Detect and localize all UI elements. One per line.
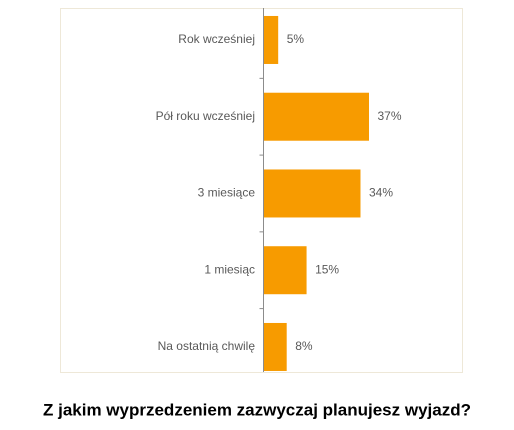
category-label: Pół roku wcześniej	[156, 109, 255, 123]
value-label: 8%	[295, 339, 313, 353]
value-label: 37%	[378, 109, 402, 123]
category-label: 3 miesiące	[198, 186, 256, 200]
category-label: Na ostatnią chwilę	[158, 339, 256, 353]
value-label: 15%	[315, 262, 339, 276]
category-label: Rok wcześniej	[178, 32, 255, 46]
chart-title: Z jakim wyprzedzeniem zazwyczaj planujes…	[43, 400, 471, 419]
bar	[264, 15, 279, 64]
bar	[264, 246, 307, 295]
category-label: 1 miesiąc	[204, 262, 255, 276]
value-label: 5%	[287, 32, 305, 46]
bar	[264, 322, 287, 371]
value-label: 34%	[369, 186, 393, 200]
bar	[264, 169, 361, 218]
bar	[264, 92, 369, 141]
plot-frame	[60, 8, 463, 373]
